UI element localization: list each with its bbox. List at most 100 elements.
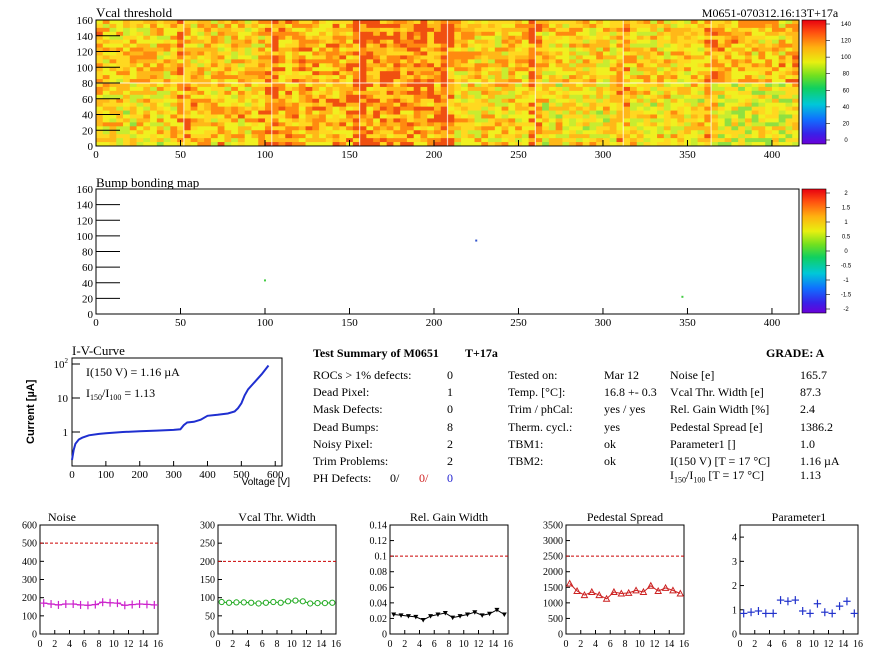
heatmap-cell — [420, 27, 428, 33]
heatmap-cell — [528, 110, 536, 115]
heatmap-cell — [724, 35, 732, 41]
heatmap-cell — [400, 106, 408, 111]
heatmap-cell — [542, 71, 550, 76]
heatmap-cell — [325, 83, 333, 88]
heatmap-cell — [332, 114, 340, 119]
y-tick-label: 100 — [77, 62, 94, 74]
data-point — [398, 613, 404, 618]
heatmap-cell — [494, 39, 502, 45]
heatmap-cell — [731, 59, 739, 64]
heatmap-cell — [271, 47, 279, 52]
heatmap-cell — [190, 114, 198, 119]
heatmap-cell — [177, 59, 185, 64]
heatmap-cell — [461, 51, 469, 56]
heatmap-cell — [170, 79, 178, 84]
heatmap-cell — [542, 27, 550, 33]
heatmap-cell — [379, 83, 388, 88]
heatmap-cell — [400, 63, 408, 68]
heatmap-cell — [420, 114, 428, 119]
heatmap-cell — [339, 47, 347, 52]
heatmap-cell — [528, 47, 536, 52]
heatmap-cell — [433, 51, 442, 56]
heatmap-cell — [271, 138, 279, 143]
heatmap-cell — [129, 63, 137, 68]
heatmap-cell — [778, 114, 786, 119]
heatmap-cell — [616, 27, 624, 33]
heatmap-cell — [562, 130, 570, 135]
heatmap-cell — [292, 59, 300, 64]
heatmap-cell — [292, 75, 300, 80]
heatmap-cell — [548, 106, 557, 111]
heatmap-cell — [474, 39, 482, 45]
condition-value: yes — [604, 419, 620, 434]
heatmap-cell — [481, 63, 489, 68]
heatmap-cell — [271, 27, 279, 33]
heatmap-cell — [623, 55, 631, 60]
heatmap-cell — [596, 63, 604, 68]
heatmap-cell — [400, 110, 408, 115]
heatmap-cell — [217, 43, 225, 48]
heatmap-cell — [704, 94, 712, 100]
heatmap-cell — [102, 94, 110, 100]
heatmap-cell — [785, 83, 793, 88]
heatmap-cell — [684, 47, 692, 52]
heatmap-cell — [224, 55, 232, 60]
heatmap-cell — [264, 86, 273, 92]
heatmap-cell — [264, 114, 273, 119]
heatmap-cell — [406, 134, 415, 139]
heatmap-cell — [96, 75, 104, 80]
heatmap-cell — [190, 63, 198, 68]
heatmap-cell — [690, 47, 699, 52]
heatmap-cell — [136, 43, 144, 48]
heatmap-cell — [582, 75, 590, 80]
panel-x-tick-label: 6 — [432, 639, 437, 650]
x-tick-label: 150 — [341, 149, 358, 161]
heatmap-cell — [623, 130, 631, 135]
heatmap-cell — [170, 63, 178, 68]
y-tick-label: 160 — [77, 184, 94, 196]
heatmap-cell — [758, 23, 766, 29]
heatmap-cell — [636, 102, 644, 108]
heatmap-cell — [724, 98, 732, 104]
heatmap-cell — [224, 71, 232, 76]
heatmap-cell — [454, 118, 462, 123]
heatmap-cell — [461, 59, 469, 64]
heatmap-cell — [346, 106, 354, 111]
heatmap-cell — [116, 67, 124, 72]
heatmap-cell — [650, 102, 658, 108]
heatmap-cell — [474, 59, 482, 64]
condition-label: Trim / phCal: — [508, 402, 573, 417]
heatmap-cell — [515, 110, 523, 115]
heatmap-cell — [711, 59, 719, 64]
heatmap-cell — [386, 134, 394, 139]
heatmap-cell — [589, 55, 597, 60]
heatmap-cell — [697, 79, 705, 84]
heatmap-cell — [684, 43, 692, 48]
heatmap-cell — [271, 118, 279, 123]
heatmap-cell — [602, 71, 611, 76]
heatmap-cell — [285, 98, 293, 104]
heatmap-cell — [366, 94, 374, 100]
heatmap-cell — [143, 118, 151, 123]
heatmap-cell — [508, 71, 516, 76]
heatmap-cell — [785, 86, 793, 92]
heatmap-cell — [400, 23, 408, 29]
heatmap-cell — [204, 110, 212, 115]
heatmap-cell — [102, 122, 110, 127]
heatmap-cell — [724, 142, 732, 147]
heatmap-cell — [494, 110, 502, 115]
y-tick-label: 140 — [77, 200, 94, 212]
heatmap-cell — [474, 31, 482, 37]
heatmap-cell — [244, 79, 252, 84]
heatmap-cell — [271, 90, 279, 96]
heatmap-cell — [778, 51, 786, 56]
heatmap-cell — [217, 122, 225, 127]
heatmap-cell — [461, 63, 469, 68]
heatmap-cell — [582, 20, 590, 25]
heatmap-cell — [292, 94, 300, 100]
heatmap-cell — [528, 98, 536, 104]
heatmap-cell — [379, 63, 388, 68]
heatmap-cell — [704, 71, 712, 76]
heatmap-cell — [636, 55, 644, 60]
heatmap-cell — [244, 63, 252, 68]
